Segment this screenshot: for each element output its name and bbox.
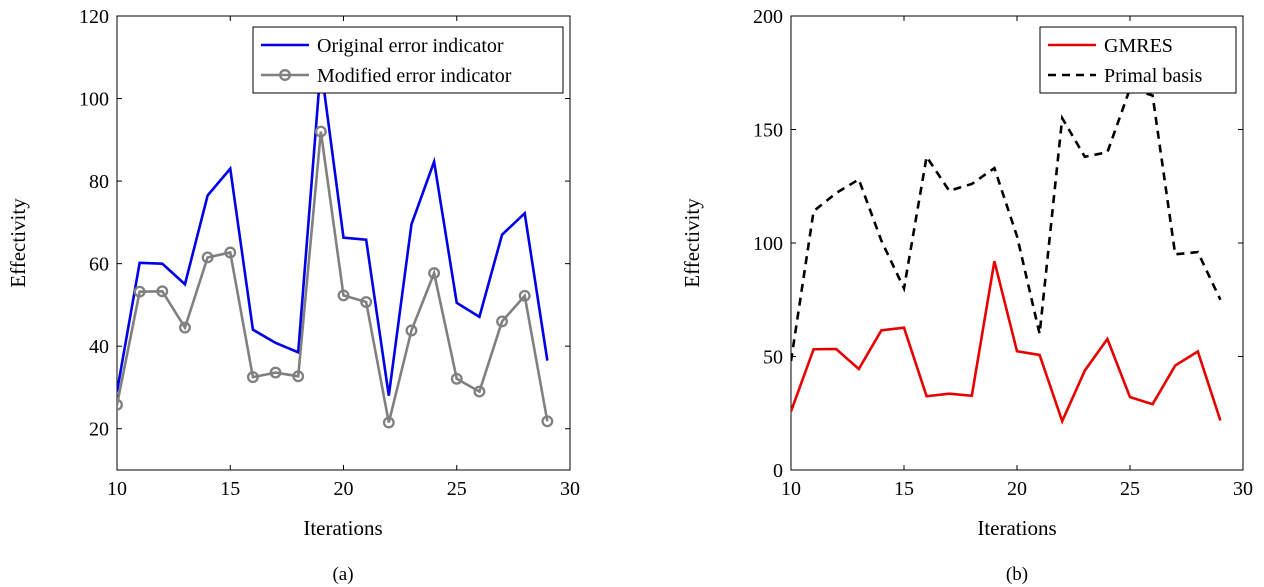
chart-a-data-point [156,285,169,298]
chart-b-x-tick-label: 30 [1233,478,1253,500]
chart-b-y-tick-label: 50 [763,347,783,369]
chart-a-data-point [360,296,373,308]
chart-a-data-point [269,366,282,379]
chart-a-data-point [314,125,327,138]
chart-b-caption: (b) [1006,564,1028,585]
chart-a-legend-label-1: Modified error indicator [317,65,512,87]
chart-b-x-tick-label: 10 [781,478,801,500]
chart-b-series-0 [791,260,1222,425]
chart-a-legend-marker-1 [279,69,291,81]
chart-a-legend-box [252,26,564,94]
chart-a-legend-label-0: Original error indicator [317,35,504,57]
chart-a-data-point [178,321,191,334]
chart-a-y-tick-label: 100 [79,89,109,111]
chart-a-data-point [450,372,463,385]
chart-a-y-axis-label: Effectivity [6,198,30,288]
chart-a-data-point [246,371,259,384]
chart-a-data-point [496,315,509,328]
chart-a-y-tick-label: 60 [89,254,109,276]
chart-b-series-line-0 [791,260,1222,425]
chart-b-legend-label-1: Primal basis [1104,65,1203,87]
chart-a-data-point [428,267,441,280]
chart-a-x-tick-label: 30 [560,478,580,500]
chart-b-x-tick-label: 20 [1007,478,1027,500]
chart-a-data-point [224,246,237,259]
chart-b-series-1 [791,87,1222,362]
chart-a-y-tick-label: 120 [79,6,109,28]
chart-a-data-point [541,415,554,428]
chart-b-y-tick-label: 0 [773,460,783,482]
chart-a-x-tick-label: 10 [107,478,127,500]
chart-a-x-tick-label: 15 [220,478,240,500]
chart-b-x-axis-label: Iterations [977,516,1056,540]
chart-a-data-point [337,289,350,302]
chart-a-x-axis-label: Iterations [303,516,382,540]
chart-a-data-point [133,285,146,298]
chart-a-y-tick-label: 40 [89,336,109,358]
chart-b-y-axis-label: Effectivity [680,198,704,288]
chart-a-data-point [201,251,214,264]
chart-a-series-0 [117,65,549,396]
chart-b-y-tick-label: 150 [753,120,783,142]
chart-a-caption: (a) [332,564,353,585]
chart-a-y-tick-label: 80 [89,171,109,193]
chart-a-series-line-1 [117,131,549,423]
chart-b-legend-box [1039,26,1237,94]
chart-b-x-tick-label: 25 [1120,478,1140,500]
chart-b-legend-label-0: GMRES [1104,35,1173,57]
chart-b-legend: GMRES Primal basis [1039,26,1237,94]
chart-b-y-tick-label: 100 [753,233,783,255]
chart-a-data-point [473,385,486,398]
chart-panel-a: 10 15 20 25 30 20 40 60 80 100 120 Iterations Effect… [6,6,580,585]
chart-b-y-tick-label: 200 [753,6,783,28]
chart-a-data-point [405,324,418,337]
chart-b-x-tick-label: 15 [894,478,914,500]
chart-a-y-tick-label: 20 [89,419,109,441]
chart-a-data-point [518,289,531,302]
chart-a-series-line-0 [117,65,549,396]
chart-a-x-tick-label: 20 [334,478,354,500]
chart-a-x-tick-label: 25 [447,478,467,500]
chart-a-legend: Original error indicator Modified error i… [252,26,564,94]
chart-a-series-1 [117,125,554,429]
chart-a-data-point [117,398,123,411]
chart-a-data-point [382,416,395,429]
chart-a-data-point [292,370,305,383]
chart-panel-b: 10 15 20 25 30 0 50 100 150 200 Iterations Effectiv… [680,6,1253,585]
chart-b-series-line-1 [791,87,1222,362]
